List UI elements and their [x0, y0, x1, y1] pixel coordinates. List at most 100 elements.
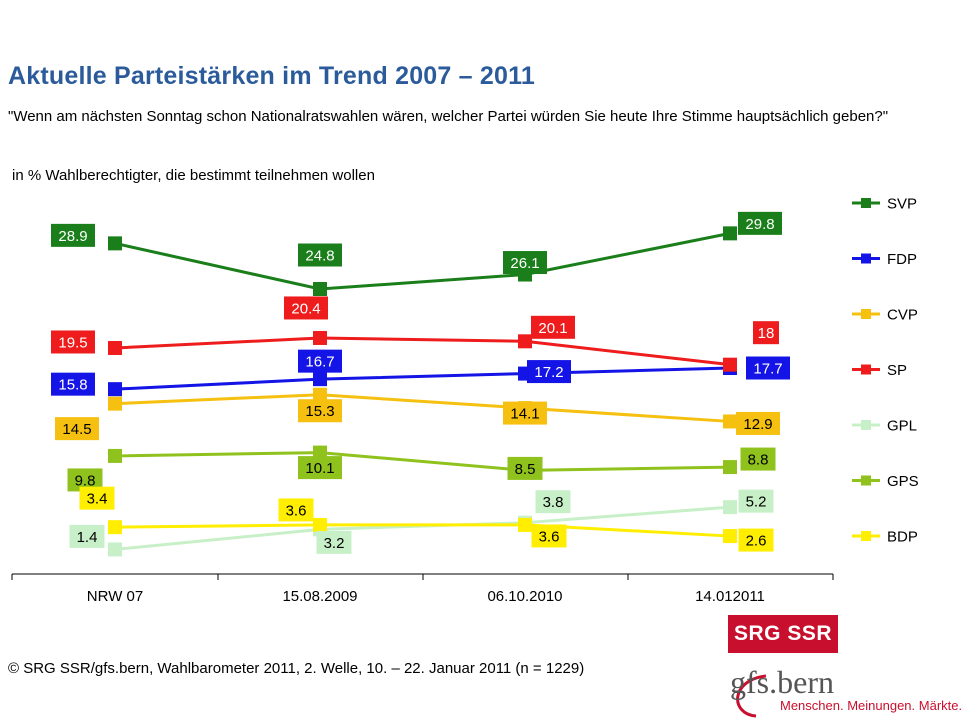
data-label-bg-bdp	[278, 498, 314, 522]
series-line-svp	[114, 231, 731, 291]
legend-marker-svp	[861, 198, 871, 208]
legend-label-svp: SVP	[887, 196, 917, 213]
data-label-bg-gpl	[69, 524, 105, 548]
chart-title: Aktuelle Parteistärken im Trend 2007 – 2…	[8, 62, 535, 90]
gfs-bern-logo: gfs.bern Menschen. Meinungen. Märkte.	[730, 664, 962, 718]
data-point-sp	[723, 357, 737, 372]
data-label-bg-svp	[503, 251, 547, 275]
gfs-swoosh-icon	[736, 674, 767, 718]
series-line-gpl	[114, 505, 731, 551]
data-label-sp: 20.1	[538, 320, 567, 337]
legend-label-cvp: CVP	[887, 307, 918, 324]
data-label-bg-cvp	[55, 417, 99, 441]
data-point-svp	[313, 282, 327, 296]
data-label-svp: 28.9	[58, 228, 87, 245]
data-label-bg-svp	[738, 211, 782, 235]
data-label-gps: 10.1	[305, 460, 334, 477]
data-point-bdp	[723, 529, 737, 544]
data-label-svp: 26.1	[510, 255, 539, 272]
data-label-bg-fdp	[527, 360, 571, 384]
data-label-cvp: 14.5	[62, 421, 91, 438]
data-label-bg-cvp	[298, 399, 342, 423]
x-tick-label: 06.10.2010	[487, 588, 562, 605]
data-label-bg-svp	[298, 243, 342, 267]
data-point-cvp	[313, 387, 327, 402]
data-point-cvp	[108, 396, 122, 411]
data-label-fdp: 17.2	[534, 364, 563, 381]
gfs-logo-name: gfs.bern	[730, 664, 834, 700]
data-label-bg-sp	[753, 321, 779, 345]
data-label-bdp: 3.6	[539, 528, 560, 545]
series-line-bdp	[114, 523, 731, 538]
data-point-sp	[313, 330, 327, 345]
data-label-bg-bdp	[531, 524, 567, 548]
data-label-fdp: 15.8	[58, 377, 87, 394]
legend-label-sp: SP	[887, 362, 907, 379]
data-label-gpl: 3.2	[324, 535, 345, 552]
data-label-bg-bdp	[79, 486, 115, 510]
data-label-cvp: 12.9	[743, 416, 772, 433]
unit-label: in % Wahlberechtigter, die bestimmt teil…	[12, 167, 375, 184]
series-line-cvp	[114, 393, 731, 423]
data-point-gps	[723, 460, 737, 475]
data-label-bg-sp	[51, 330, 95, 354]
data-label-bg-svp	[51, 223, 95, 247]
data-label-gps: 8.5	[515, 461, 536, 478]
data-label-sp: 19.5	[58, 334, 87, 351]
data-label-bg-gps	[67, 468, 103, 492]
data-point-bdp	[518, 517, 532, 532]
legend-marker-gpl	[861, 420, 871, 430]
data-label-svp: 29.8	[745, 216, 774, 233]
data-label-gpl: 5.2	[746, 494, 767, 511]
data-label-fdp: 16.7	[305, 354, 334, 371]
data-label-svp: 24.8	[305, 248, 334, 265]
data-label-bg-gps	[507, 456, 543, 480]
source-note: © SRG SSR/gfs.bern, Wahlbarometer 2011, …	[8, 660, 585, 677]
legend-marker-fdp	[861, 253, 871, 264]
srg-ssr-logo: SRG SSR	[728, 615, 838, 653]
legend-marker-cvp	[861, 309, 871, 319]
data-label-sp: 18	[758, 325, 775, 342]
data-label-fdp: 17.7	[753, 361, 782, 378]
data-point-gps	[108, 448, 122, 463]
data-label-bdp: 2.6	[746, 533, 767, 550]
legend-label-gps: GPS	[887, 473, 919, 490]
survey-question: "Wenn am nächsten Sonntag schon National…	[8, 108, 889, 125]
data-label-bg-gps	[298, 456, 342, 480]
data-point-svp	[108, 236, 122, 251]
data-label-bg-gpl	[738, 489, 774, 513]
x-tick-label: 14.012011	[695, 588, 765, 605]
data-label-bdp: 3.6	[286, 502, 307, 519]
data-point-gpl	[723, 500, 737, 515]
data-point-cvp	[723, 414, 737, 429]
data-label-gps: 9.8	[75, 472, 96, 489]
series-line-gps	[114, 451, 731, 472]
data-point-sp	[518, 334, 532, 349]
data-label-cvp: 14.1	[510, 406, 539, 423]
data-point-svp	[723, 226, 737, 241]
data-label-bg-gpl	[316, 530, 352, 554]
data-label-bg-bdp	[738, 528, 774, 552]
data-label-bg-fdp	[298, 349, 342, 373]
legend-label-bdp: BDP	[887, 529, 918, 546]
data-label-sp: 20.4	[291, 300, 320, 317]
data-label-gps: 8.8	[748, 452, 769, 469]
data-label-bg-sp	[284, 296, 328, 320]
data-point-bdp	[313, 517, 327, 532]
data-label-bg-cvp	[503, 401, 547, 425]
series-line-sp	[114, 336, 731, 367]
data-label-gpl: 1.4	[77, 529, 98, 546]
data-label-bg-cvp	[736, 411, 780, 435]
data-label-bg-gps	[740, 447, 776, 471]
data-point-fdp	[313, 372, 327, 387]
series-line-fdp	[114, 366, 731, 391]
data-point-gpl	[108, 542, 122, 557]
x-tick-label: NRW 07	[87, 588, 143, 605]
legend-marker-sp	[861, 364, 871, 375]
data-label-bg-sp	[531, 315, 575, 339]
data-label-gpl: 3.8	[543, 494, 564, 511]
data-point-sp	[108, 340, 122, 355]
x-tick-label: 15.08.2009	[282, 588, 357, 605]
data-label-bg-fdp	[51, 372, 95, 396]
